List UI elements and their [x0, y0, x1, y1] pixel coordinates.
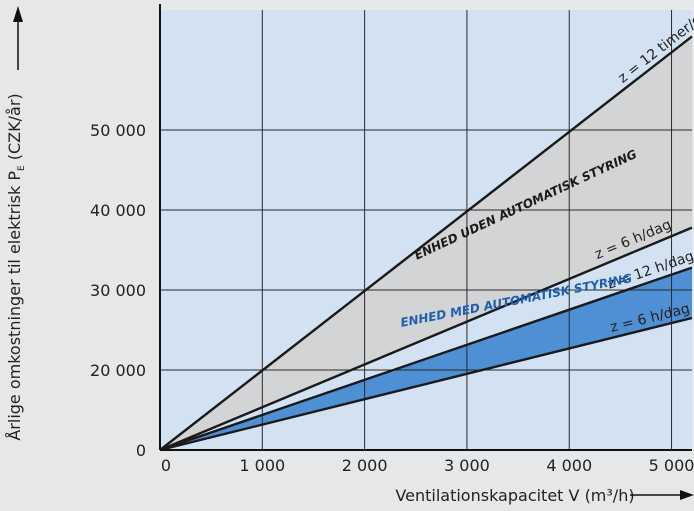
y-axis-title-unit: (CZK/år): [5, 93, 24, 165]
y-axis-title-group: Årlige omkostninger til elektrisk PE (CZ…: [5, 93, 27, 440]
y-axis-title-subscript: E: [17, 165, 27, 171]
y-tick-label: 30 000: [90, 281, 146, 300]
y-tick-label: 50 000: [90, 121, 146, 140]
y-axis-title-main: Årlige omkostninger til elektrisk P: [5, 171, 24, 441]
x-tick-label: 1 000: [239, 456, 285, 475]
series-line-3: [159, 316, 693, 452]
y-tick-label: 40 000: [90, 201, 146, 220]
x-tick-label: 5 000: [649, 456, 694, 475]
x-tick-label: 3 000: [444, 456, 490, 475]
x-axis-title: Ventilationskapacitet V (m³/h): [395, 486, 634, 505]
series-line-0: [159, 35, 693, 451]
x-tick-label: 4 000: [546, 456, 592, 475]
y-axis-title: Årlige omkostninger til elektrisk PE (CZ…: [5, 93, 27, 440]
series-line-2: [159, 266, 693, 452]
x-tick-label: 2 000: [342, 456, 388, 475]
grid: [160, 10, 692, 450]
y-tick-label: 20 000: [90, 361, 146, 380]
series-line-1: [159, 226, 693, 452]
x-axis-arrow-icon: [680, 490, 694, 500]
y-tick-label: 0: [136, 441, 146, 460]
y-axis-arrow-icon: [13, 6, 23, 22]
x-tick-label: 0: [161, 456, 171, 475]
